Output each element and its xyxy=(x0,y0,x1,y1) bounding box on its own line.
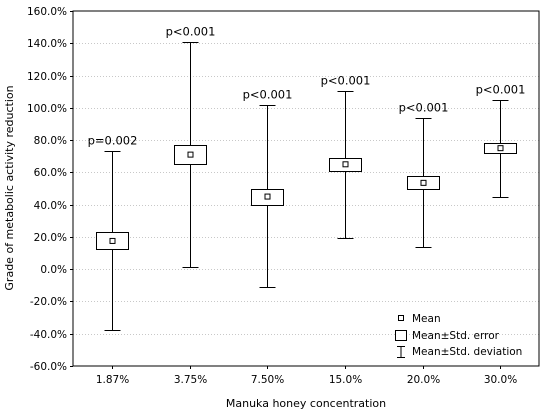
x-tick-label: 7.50% xyxy=(251,374,284,386)
mean-marker xyxy=(264,193,271,200)
category-group: p<0.001 xyxy=(399,101,449,248)
x-axis-title: Manuka honey concentration xyxy=(226,397,386,410)
legend-label-std-error: Mean±Std. error xyxy=(412,330,500,342)
mean-marker xyxy=(420,179,427,186)
x-tick-label: 3.75% xyxy=(174,374,207,386)
legend-label-std-dev: Mean±Std. deviation xyxy=(412,346,522,358)
p-value-annotation: p<0.001 xyxy=(321,74,371,88)
x-tick-label: 20.0% xyxy=(407,374,440,386)
plot-frame xyxy=(72,10,540,367)
y-tick-label: 100.0% xyxy=(27,103,67,115)
x-tick-label: 30.0% xyxy=(484,374,517,386)
y-tick-label: 0.0% xyxy=(40,264,67,276)
legend-std-error-marker xyxy=(395,330,407,341)
category-group: p<0.001 xyxy=(476,83,526,198)
y-tick-label: 120.0% xyxy=(27,71,67,83)
p-value-annotation: p<0.001 xyxy=(166,25,216,39)
y-tick-label: 80.0% xyxy=(34,135,67,147)
grid-layer xyxy=(73,43,539,335)
mean-marker xyxy=(497,145,504,152)
y-tick-label: 60.0% xyxy=(34,167,67,179)
y-tick-label: 160.0% xyxy=(27,6,67,18)
category-group: p<0.001 xyxy=(321,74,371,239)
x-tick-label: 1.87% xyxy=(96,374,129,386)
p-value-annotation: p<0.001 xyxy=(476,83,526,97)
box-layer: p=0.002 p<0.001 p<0.001 p<0.001 p<0.001 p<0.0… xyxy=(88,25,526,331)
category-group: p=0.002 xyxy=(88,134,138,331)
p-value-annotation: p=0.002 xyxy=(88,134,138,148)
p-value-annotation: p<0.001 xyxy=(399,101,449,115)
y-axis-title: Grade of metabolic activity reduction xyxy=(3,85,16,290)
legend-std-dev-marker xyxy=(397,346,405,358)
y-tick-label: -40.0% xyxy=(30,329,67,341)
legend-label-mean: Mean xyxy=(412,313,441,325)
category-group: p<0.001 xyxy=(243,88,293,288)
y-tick-label: 40.0% xyxy=(34,200,67,212)
x-tick-label: 15.0% xyxy=(329,374,362,386)
y-tick-label: -60.0% xyxy=(30,361,67,373)
y-tick-label: 20.0% xyxy=(34,232,67,244)
p-value-annotation: p<0.001 xyxy=(243,88,293,102)
legend-mean-marker xyxy=(398,315,404,321)
tick-layer: -60.0% -40.0% -20.0% 0.0% 20.0% 40.0% 60.0% 80.… xyxy=(27,6,517,386)
y-tick-label: 140.0% xyxy=(27,38,67,50)
category-group: p<0.001 xyxy=(166,25,216,268)
mean-marker xyxy=(187,151,194,158)
y-tick-label: -20.0% xyxy=(30,296,67,308)
mean-marker xyxy=(109,237,116,244)
legend: Mean Mean±Std. error Mean±Std. deviation xyxy=(395,313,522,358)
mean-marker xyxy=(342,161,349,168)
